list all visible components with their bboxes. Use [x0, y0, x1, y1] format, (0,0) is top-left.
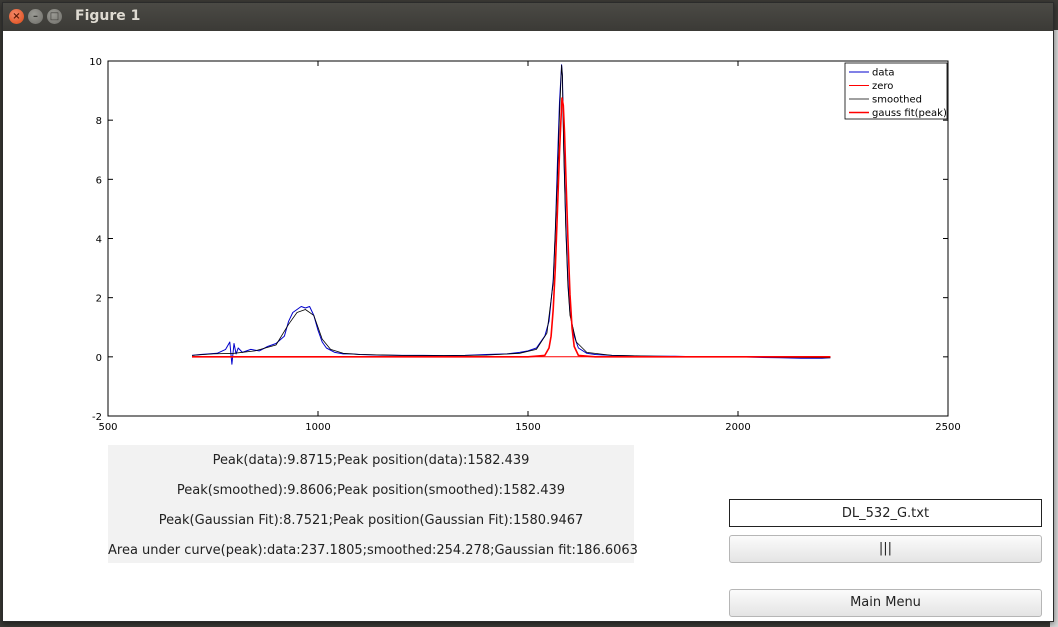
x-tick-label: 2000: [725, 422, 750, 433]
y-tick-label: 0: [96, 353, 102, 364]
bars-button[interactable]: |||: [729, 535, 1042, 563]
spectrum-plot: 500 1000 1500 2000 2500 -2 0 2 4 6 8 10 data zero smoo…: [89, 57, 960, 433]
x-tick-label: 2500: [935, 422, 960, 433]
desktop-background: [1050, 30, 1058, 627]
window-title: Figure 1: [75, 8, 141, 24]
legend-label: zero: [872, 81, 893, 92]
peak-gaussian-text: Peak(Gaussian Fit):8.7521;Peak position(…: [158, 513, 584, 528]
y-tick-label: 4: [96, 235, 102, 246]
series-line-smoothed: [191, 64, 831, 359]
maximize-window-button[interactable]: □: [47, 9, 62, 24]
file-name-field[interactable]: DL_532_G.txt: [729, 499, 1042, 527]
legend-label: gauss fit(peak): [872, 108, 947, 119]
close-window-button[interactable]: ×: [9, 9, 24, 24]
x-tick-label: 500: [98, 422, 117, 433]
legend-label: data: [872, 68, 895, 79]
legend-label: smoothed: [872, 95, 922, 106]
title-bar[interactable]: × – □ Figure 1: [3, 3, 1053, 31]
series-line-gauss-fit-peak-: [192, 97, 831, 358]
peak-smoothed-text: Peak(smoothed):9.8606;Peak position(smoo…: [176, 483, 566, 498]
minimize-window-button[interactable]: –: [28, 9, 43, 24]
y-tick-label: 2: [96, 294, 102, 305]
x-tick-label: 1500: [515, 422, 540, 433]
y-tick-label: 10: [89, 57, 102, 68]
peak-data-text: Peak(data):9.8715;Peak position(data):15…: [212, 453, 530, 468]
y-tick-label: 8: [96, 116, 102, 127]
main-menu-button[interactable]: Main Menu: [729, 589, 1042, 617]
peak-info-panel: Peak(data):9.8715;Peak position(data):15…: [108, 445, 638, 563]
x-tick-label: 1000: [305, 422, 330, 433]
y-tick-label: -2: [92, 412, 102, 423]
area-under-curve-text: Area under curve(peak):data:237.1805;smo…: [108, 543, 638, 558]
y-tick-label: 6: [96, 175, 102, 186]
plot-area: [107, 60, 949, 417]
